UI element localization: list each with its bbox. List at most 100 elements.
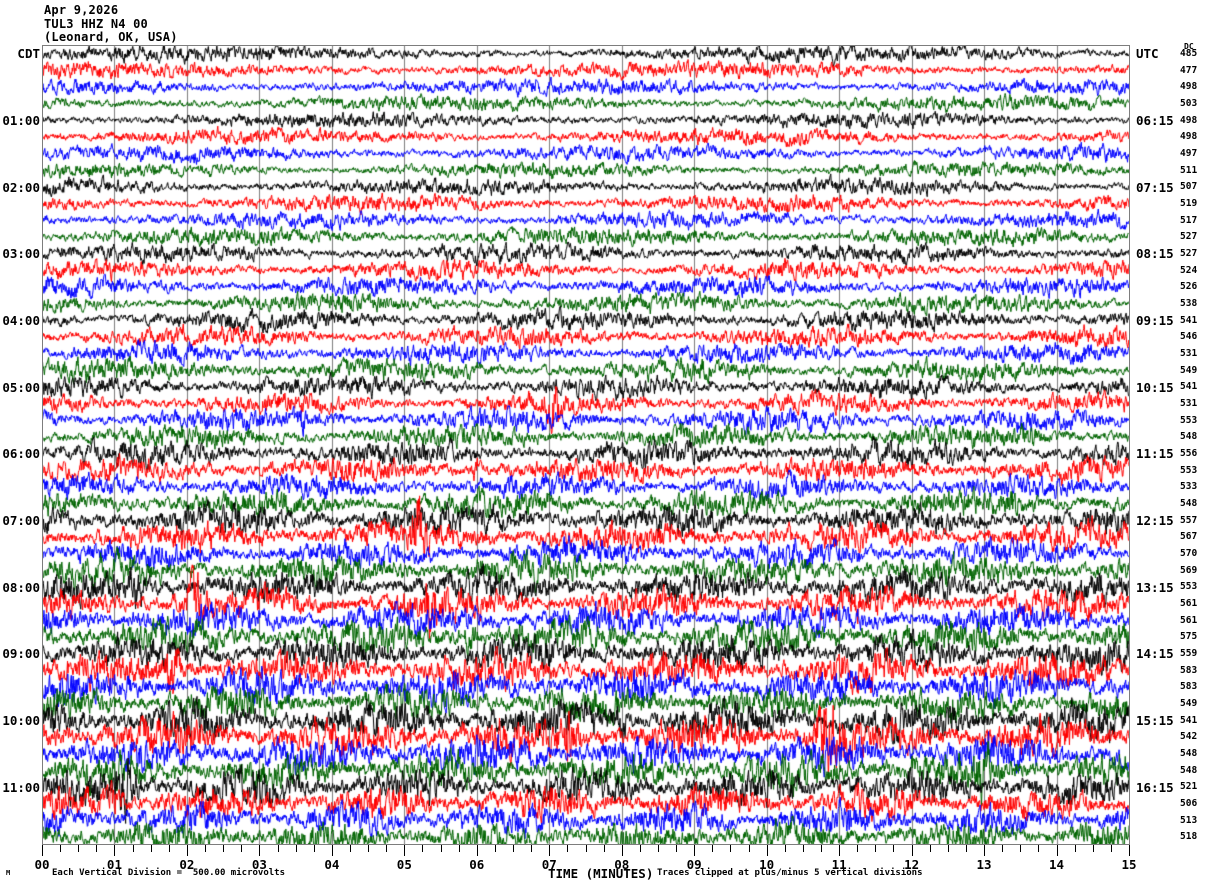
x-tick-minor: [386, 845, 388, 852]
x-tick-major: [839, 845, 841, 856]
x-tick-label: 04: [324, 857, 340, 872]
dc-value: 548: [1180, 431, 1198, 443]
dc-value: 567: [1180, 531, 1198, 543]
x-tick-label: 06: [469, 857, 485, 872]
x-tick-minor: [1074, 845, 1076, 852]
dc-value: 542: [1180, 731, 1198, 743]
header-date: Apr 9,2026: [44, 3, 119, 17]
utc-label: UTC: [1136, 46, 1159, 62]
dc-value: 583: [1180, 664, 1198, 676]
x-tick-minor: [223, 845, 225, 852]
x-tick-major: [114, 845, 116, 856]
dc-value: 561: [1180, 614, 1198, 626]
x-tick-major: [259, 845, 261, 856]
dc-value: 524: [1180, 264, 1198, 276]
dc-value: 507: [1180, 181, 1198, 193]
x-tick-minor: [929, 845, 931, 852]
x-tick-major: [404, 845, 406, 856]
dc-value: 549: [1180, 697, 1198, 709]
dc-value: 556: [1180, 447, 1198, 459]
dc-value: 548: [1180, 747, 1198, 759]
x-tick-label: 07: [541, 857, 557, 872]
x-tick-minor: [893, 845, 895, 852]
x-tick-minor: [1038, 845, 1040, 852]
dc-value: 517: [1180, 214, 1198, 226]
dc-value: 513: [1180, 814, 1198, 826]
x-tick-minor: [205, 845, 207, 852]
x-tick-major: [331, 845, 333, 856]
x-tick-label: 09: [686, 857, 702, 872]
x-tick-minor: [168, 845, 170, 852]
x-tick-minor: [368, 845, 370, 852]
dc-value: 553: [1180, 414, 1198, 426]
dc-value: 485: [1180, 47, 1198, 59]
x-tick-major: [766, 845, 768, 856]
x-tick-label: 13: [976, 857, 992, 872]
dc-value: 531: [1180, 347, 1198, 359]
trace-canvas: [42, 45, 1130, 845]
x-axis-title: TIME (MINUTES): [548, 866, 654, 881]
x-tick-minor: [241, 845, 243, 852]
x-tick-minor: [494, 845, 496, 852]
x-tick-minor: [585, 845, 587, 852]
x-tick-minor: [676, 845, 678, 852]
x-tick-minor: [821, 845, 823, 852]
dc-column-header: DC: [1184, 42, 1194, 52]
x-tick-major: [621, 845, 623, 856]
x-tick-minor: [730, 845, 732, 852]
dc-value: 546: [1180, 331, 1198, 343]
cdt-label: 02:00: [2, 179, 40, 195]
cdt-label: 10:00: [2, 713, 40, 728]
utc-label: 09:15: [1136, 313, 1174, 328]
x-tick-minor: [802, 845, 804, 852]
x-tick-minor: [965, 845, 967, 852]
utc-label: 13:15: [1136, 579, 1174, 595]
utc-label: 06:15: [1136, 113, 1174, 128]
x-tick-minor: [603, 845, 605, 852]
utc-label: 15:15: [1136, 713, 1174, 728]
dc-value: 527: [1180, 231, 1198, 243]
utc-label: 08:15: [1136, 246, 1174, 262]
dc-value: 511: [1180, 164, 1198, 176]
dc-value: 557: [1180, 514, 1198, 526]
x-tick-major: [1056, 845, 1058, 856]
dc-value: 569: [1180, 564, 1198, 576]
x-tick-major: [1129, 845, 1130, 856]
utc-label: 14:15: [1136, 646, 1174, 662]
utc-label: 12:15: [1136, 513, 1174, 528]
x-tick-major: [694, 845, 696, 856]
x-tick-minor: [422, 845, 424, 852]
dc-value: 549: [1180, 364, 1198, 376]
x-tick-minor: [1092, 845, 1094, 852]
dc-value: 561: [1180, 597, 1198, 609]
scale-note: Each Vertical Division = 500.00 microvol…: [52, 868, 285, 878]
x-tick-label: 08: [614, 857, 630, 872]
x-tick-minor: [657, 845, 659, 852]
x-tick-minor: [1110, 845, 1112, 852]
cdt-label: 05:00: [2, 379, 40, 395]
x-tick-minor: [60, 845, 62, 852]
utc-label: 07:15: [1136, 179, 1174, 195]
x-tick-label: 15: [1121, 857, 1137, 872]
dc-value: 531: [1180, 397, 1198, 409]
x-tick-label: 14: [1049, 857, 1065, 872]
cdt-label: 08:00: [2, 579, 40, 595]
x-tick-major: [476, 845, 478, 856]
dc-value: 497: [1180, 147, 1198, 159]
x-tick-minor: [313, 845, 315, 852]
header-block: Apr 9,2026 TUL3 HHZ N4 00 (Leonard, OK, …: [44, 3, 178, 45]
x-tick-minor: [1002, 845, 1004, 852]
x-tick-label: 00: [34, 857, 50, 872]
dc-value: 518: [1180, 831, 1198, 843]
x-tick-label: 11: [831, 857, 847, 872]
utc-label: 16:15: [1136, 779, 1174, 795]
x-tick-minor: [440, 845, 442, 852]
clip-note: Traces clipped at plus/minus 5 vertical …: [657, 868, 923, 878]
dc-value: 519: [1180, 197, 1198, 209]
dc-value: 541: [1180, 314, 1198, 326]
dc-value: 477: [1180, 64, 1198, 76]
cdt-label: 09:00: [2, 646, 40, 662]
x-tick-label: 05: [396, 857, 412, 872]
dc-value: 541: [1180, 714, 1198, 726]
